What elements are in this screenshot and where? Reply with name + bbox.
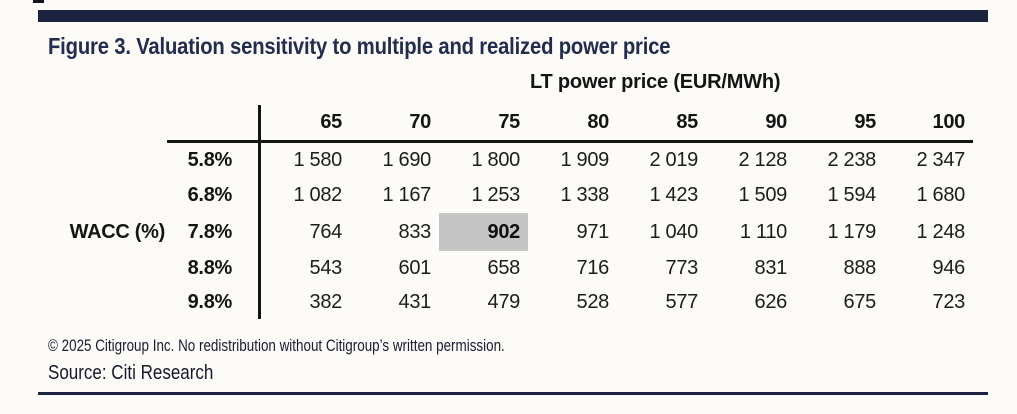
row-header: 5.8%: [187, 149, 233, 171]
copyright-text: © 2025 Citigroup Inc. No redistribution …: [48, 336, 505, 355]
header-rule: [167, 140, 973, 143]
table-cell: 601: [398, 256, 432, 279]
table-cell: 971: [576, 220, 610, 243]
table-cell: 658: [487, 256, 521, 279]
row-group-label: WACC (%): [69, 220, 166, 243]
table-cell: 479: [487, 290, 521, 313]
table-cell: 723: [932, 290, 966, 313]
table-cell: 1 110: [739, 220, 787, 243]
table-cell: 946: [932, 256, 966, 279]
table-row: 5.8% 1 580 1 690 1 800 1 909 2 019 2 128…: [60, 143, 973, 178]
vertical-rule-segment: [258, 213, 261, 251]
spacer: [60, 251, 167, 285]
table-cell: 431: [398, 290, 432, 313]
vertical-rule-segment: [258, 143, 261, 178]
highlighted-cell: 902: [439, 213, 528, 251]
table-cell: 675: [843, 290, 877, 313]
col-header: 100: [932, 111, 966, 133]
table-cell: 2 019: [649, 149, 698, 171]
table-cell: 1 040: [649, 220, 698, 243]
sensitivity-table: 65 70 75 80 85 90 95 100 5.8% 1 580 1 69…: [60, 100, 973, 319]
table-cell: 1 594: [827, 184, 876, 206]
col-header: 70: [409, 111, 431, 133]
table-cell: 1 423: [649, 184, 698, 206]
table-cell: 1 509: [738, 184, 787, 206]
table-cell: 1 253: [471, 184, 520, 206]
spacer: [60, 178, 167, 213]
source-text: Source: Citi Research: [48, 362, 214, 384]
table-header-row: 65 70 75 80 85 90 95 100: [60, 100, 973, 140]
table-cell: 716: [576, 256, 610, 279]
table-cell: 577: [665, 290, 699, 313]
column-group-label: LT power price (EUR/MWh): [530, 71, 781, 93]
col-header: 90: [765, 111, 787, 133]
table-row: 6.8% 1 082 1 167 1 253 1 338 1 423 1 509…: [60, 178, 973, 213]
row-header: 8.8%: [187, 256, 233, 279]
table-cell: 1 338: [560, 184, 609, 206]
spacer: [60, 143, 167, 178]
table-cell: 382: [309, 290, 343, 313]
table-cell: 2 238: [827, 149, 876, 171]
col-header: 65: [320, 111, 342, 133]
table-cell: 1 082: [293, 184, 342, 206]
table-row: WACC (%) 7.8% 764 833 902 971 1 040 1 11…: [60, 213, 973, 251]
row-header: 7.8%: [187, 220, 233, 243]
table-cell: 1 179: [827, 220, 876, 243]
table-cell: 543: [309, 256, 343, 279]
top-accent-bar: [38, 10, 988, 22]
table-cell: 2 347: [916, 149, 965, 171]
row-header: 6.8%: [187, 184, 233, 206]
header-rule-row: [60, 140, 973, 143]
table-row: 9.8% 382 431 479 528 577 626 675 723: [60, 285, 973, 319]
col-header: 95: [854, 111, 876, 133]
table-cell: 1 909: [560, 149, 609, 171]
table-cell: 2 128: [738, 149, 787, 171]
spacer: [60, 285, 167, 319]
vertical-rule-segment: [258, 178, 261, 213]
bottom-accent-bar: [38, 392, 988, 395]
row-header: 9.8%: [187, 290, 233, 313]
vertical-rule-segment: [258, 251, 261, 285]
table-cell: 773: [665, 256, 699, 279]
table-cell: 626: [754, 290, 788, 313]
vertical-rule-segment: [258, 105, 261, 140]
table-cell: 1 167: [382, 184, 431, 206]
table-cell: 528: [576, 290, 610, 313]
table-cell: 1 248: [916, 220, 965, 243]
spacer: [60, 100, 167, 140]
table-cell: 888: [843, 256, 877, 279]
table-row: 8.8% 543 601 658 716 773 831 888 946: [60, 251, 973, 285]
table-cell: 1 680: [916, 184, 965, 206]
table-cell: 1 800: [471, 149, 520, 171]
vertical-rule-segment: [258, 285, 261, 319]
table-cell: 831: [754, 256, 788, 279]
spacer: [167, 100, 258, 140]
table-cell: 833: [398, 220, 432, 243]
table-cell: 1 690: [382, 149, 431, 171]
col-header: 75: [498, 111, 520, 133]
table-cell: 764: [309, 220, 343, 243]
col-header: 80: [587, 111, 609, 133]
figure-title: Figure 3. Valuation sensitivity to multi…: [48, 33, 671, 59]
col-header: 85: [676, 111, 698, 133]
table-cell: 1 580: [293, 149, 342, 171]
top-edge-mark: [33, 0, 44, 3]
